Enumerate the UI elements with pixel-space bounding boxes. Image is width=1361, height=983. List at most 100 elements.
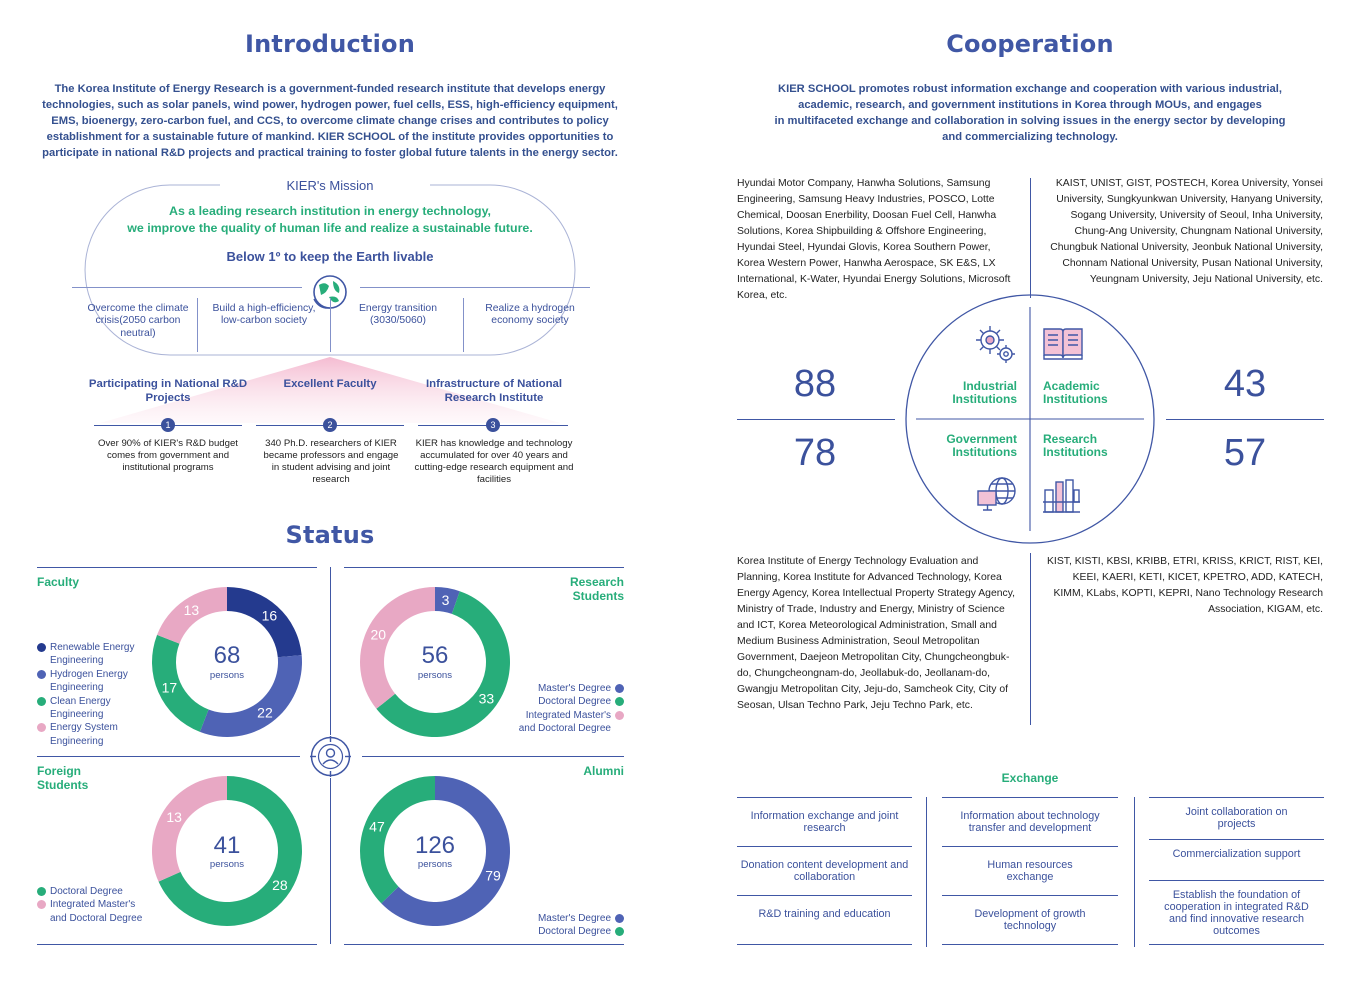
mission-label: KIER's Mission [230, 178, 430, 193]
alumni-total: 126 [414, 832, 456, 859]
book-icon [1043, 328, 1083, 360]
exchange-line [942, 846, 1118, 847]
exchange-title: Exchange [1001, 771, 1059, 785]
exchange-line [942, 944, 1118, 945]
alumni-legend: Master's Degree Doctoral Degree [514, 912, 624, 939]
exchange-col3-item: Joint collaboration on projects [1185, 806, 1288, 830]
alumni-donut-chart: 79 47 [360, 776, 510, 926]
goal-divider-1 [197, 298, 198, 352]
academic-partners-list: KAIST, UNIST, GIST, POSTECH, Korea Unive… [1050, 178, 1323, 285]
legend-dot [37, 900, 46, 910]
alumni-persons-label: persons [417, 859, 453, 870]
research-count: 57 [1223, 432, 1267, 474]
government-partners-list: Korea Institute of Energy Technology Eva… [737, 556, 1016, 711]
coop-hline-right [1166, 419, 1324, 420]
goal-divider-3 [463, 298, 464, 352]
research-partners-list: KIST, KISTI, KBSI, KRIBB, ETRI, KRISS, K… [1047, 556, 1323, 615]
donut-slice-label: 79 [485, 867, 501, 883]
status-mid-line-left [37, 756, 300, 757]
legend-dot [615, 927, 624, 937]
research-students-total: 56 [421, 642, 449, 669]
pillar-1-desc: Over 90% of KIER's R&D budget comes from… [98, 438, 238, 473]
exchange-line [737, 797, 912, 798]
donut-slice [158, 776, 302, 926]
foreign-students-total: 41 [213, 832, 241, 859]
research-students-persons-label: persons [417, 670, 453, 681]
legend-item: Energy System Engineering [37, 721, 147, 748]
legend-item: Master's Degree [514, 912, 624, 925]
mission-line-2: we improve the quality of human life and… [127, 221, 533, 235]
alumni-title: Alumni [583, 764, 624, 778]
donut-slice [157, 587, 227, 644]
cooperation-paragraph-line: and commercializing technology. [942, 131, 1118, 143]
pillar-3-title: Infrastructure of National Research Inst… [425, 378, 563, 404]
exchange-line [1149, 797, 1324, 798]
donut-slice [152, 634, 209, 732]
academic-count: 43 [1223, 363, 1267, 405]
legend-dot [37, 696, 46, 706]
status-bottom-line-right [344, 944, 624, 945]
exchange-divider-1 [926, 797, 927, 947]
faculty-legend: Renewable Energy Engineering Hydrogen En… [37, 641, 147, 748]
donut-slice-label: 13 [184, 602, 200, 618]
label-line: Institutions [952, 445, 1017, 459]
legend-dot [37, 887, 46, 896]
exchange-line [1149, 944, 1324, 945]
status-mid-line-right [362, 756, 624, 757]
donut-slice [360, 587, 435, 709]
pillar-2-desc: 340 Ph.D. researchers of KIER became pro… [263, 438, 399, 485]
foreign-students-legend: Doctoral Degree Integrated Master's and … [37, 885, 147, 925]
coop-divider-top [1030, 178, 1031, 298]
pillar-2-number: 2 [323, 418, 337, 432]
label-line: Government [946, 432, 1017, 446]
label-line: Research [1043, 432, 1098, 446]
legend-item: Integrated Master's and Doctoral Degree [514, 709, 624, 736]
exchange-line [737, 846, 912, 847]
status-bottom-line-left [37, 944, 317, 945]
legend-label: Renewable Energy Engineering [50, 642, 135, 667]
globe-computer-icon [977, 477, 1016, 511]
donut-slice-label: 16 [262, 607, 278, 623]
coop-divider-bottom [1030, 553, 1031, 725]
legend-dot [615, 697, 624, 707]
cooperation-paragraph-line: in multifaceted exchange and collaborati… [774, 115, 1286, 127]
legend-label: Doctoral Degree [538, 926, 611, 938]
donut-slice-label: 28 [272, 877, 288, 893]
legend-item: Renewable Energy Engineering [37, 641, 147, 668]
exchange-col2-item: Information about technology transfer an… [960, 810, 1100, 834]
legend-label: Doctoral Degree [538, 696, 611, 708]
donut-slice-label: 3 [442, 592, 450, 608]
legend-dot [615, 684, 624, 693]
label-line: Industrial [962, 379, 1017, 393]
government-count: 78 [793, 432, 837, 474]
donut-slice-label: 17 [162, 679, 178, 695]
exchange-line [942, 797, 1118, 798]
mission-divider-right [360, 287, 590, 288]
exchange-col2-item: Human resources exchange [987, 859, 1073, 883]
person-target-icon [310, 736, 351, 777]
goal-divider-2 [330, 298, 331, 352]
government-label: Government Institutions [920, 433, 1017, 459]
donut-slice-label: 20 [370, 627, 386, 643]
pillar-3-number: 3 [486, 418, 500, 432]
legend-item: Clean Energy Engineering [37, 695, 147, 722]
legend-label: Clean Energy Engineering [50, 695, 111, 721]
status-title: Status [285, 521, 375, 549]
donut-slice-label: 13 [166, 809, 182, 825]
goal-hydrogen: Realize a hydrogen economy society [485, 303, 575, 327]
mission-goal: Below 1º to keep the Earth livable [226, 249, 434, 264]
foreign-students-donut-chart: 28 13 [152, 776, 302, 926]
pillar-1-number: 1 [161, 418, 175, 432]
legend-label: Integrated Master's and Doctoral Degree [50, 899, 143, 924]
exchange-line [737, 895, 912, 896]
donut-slice [152, 776, 227, 882]
label-line: Institutions [1043, 392, 1108, 406]
legend-dot [615, 914, 624, 923]
academic-label: Academic Institutions [1043, 380, 1143, 406]
industrial-partners-list: Hyundai Motor Company, Hanwha Solutions,… [737, 178, 1011, 301]
pillar-3-desc: KIER has knowledge and technology accumu… [414, 438, 574, 485]
legend-label: Hydrogen Energy Engineering [50, 668, 128, 694]
legend-dot [615, 710, 624, 720]
pillar-2-title: Excellent Faculty [283, 378, 377, 390]
